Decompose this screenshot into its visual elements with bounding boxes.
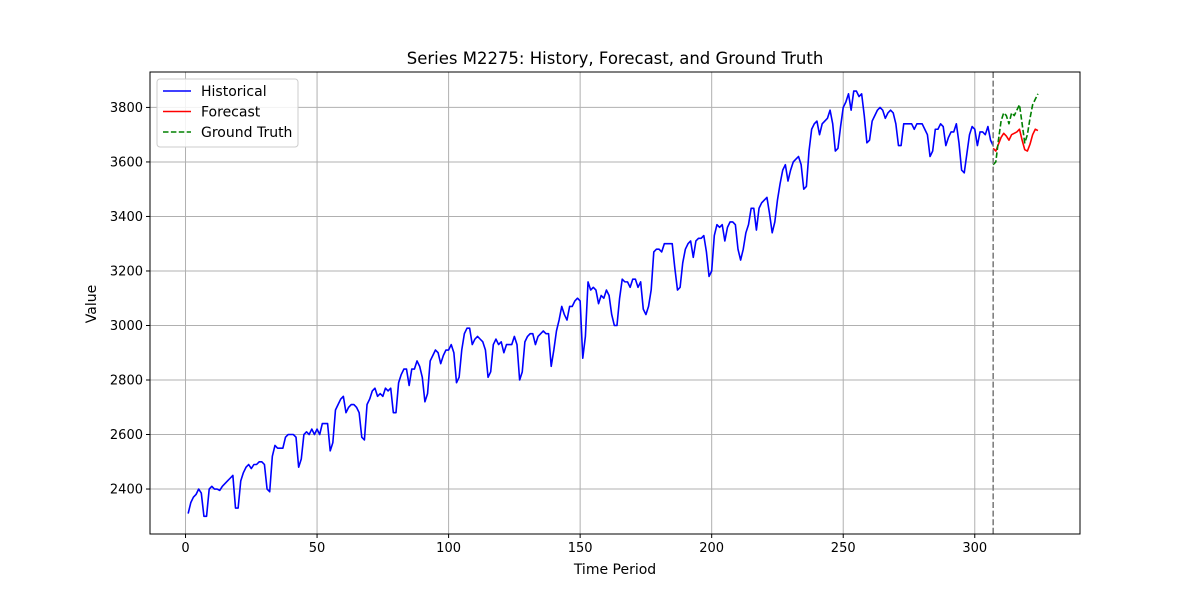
series-line-ground-truth <box>992 93 1039 166</box>
y-tick-label: 3000 <box>110 319 143 334</box>
x-axis: 0 50 100 150 200 250 300 <box>181 534 987 556</box>
legend-label-ground-truth: Ground Truth <box>201 125 292 141</box>
legend: Historical Forecast Ground Truth <box>156 78 299 148</box>
y-axis: 2400 2600 2800 3000 3200 3400 3600 3800 <box>110 101 150 498</box>
series-line-forecast <box>992 128 1039 152</box>
y-tick-label: 3600 <box>110 155 143 170</box>
x-axis-label: Time Period <box>573 562 656 578</box>
chart-title: Series M2275: History, Forecast, and Gro… <box>407 49 824 68</box>
x-tick-label: 250 <box>831 541 856 556</box>
y-axis-label: Value <box>84 285 100 323</box>
x-tick-label: 0 <box>181 541 189 556</box>
x-tick-label: 150 <box>568 541 593 556</box>
y-tick-label: 3400 <box>110 210 143 225</box>
legend-label-historical: Historical <box>201 84 267 100</box>
y-tick-label: 2800 <box>110 374 143 389</box>
y-tick-label: 3200 <box>110 264 143 279</box>
x-tick-label: 200 <box>699 541 724 556</box>
x-tick-label: 50 <box>309 541 326 556</box>
series-line-historical <box>187 90 994 518</box>
y-tick-label: 2600 <box>110 428 143 443</box>
legend-label-forecast: Forecast <box>201 105 261 121</box>
y-tick-label: 3800 <box>110 101 143 116</box>
x-tick-label: 300 <box>962 541 987 556</box>
plot-series <box>187 90 1039 518</box>
plot-area-frame <box>149 71 1081 535</box>
legend-box <box>156 78 299 148</box>
y-tick-label: 2400 <box>110 483 143 498</box>
x-tick-label: 100 <box>436 541 461 556</box>
